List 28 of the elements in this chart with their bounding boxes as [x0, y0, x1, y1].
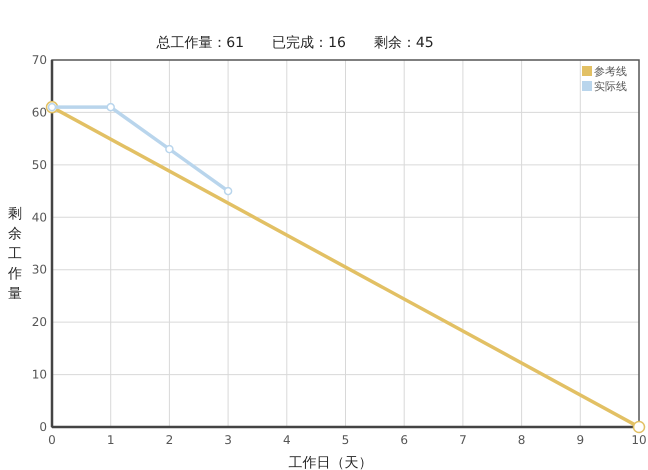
x-tick-label: 0 [48, 433, 56, 447]
y-axis-title: 剩余工作量 [7, 206, 22, 302]
y-tick-label: 50 [32, 158, 47, 172]
x-tick-label: 9 [576, 433, 584, 447]
y-tick-label: 60 [32, 105, 47, 120]
x-tick-label: 10 [631, 433, 647, 447]
point [165, 144, 174, 154]
chart-title: 总工作量：61 已完成：16 剩余：45 [155, 35, 434, 51]
x-tick-label: 8 [518, 433, 526, 447]
x-axis-title: 工作日（天） [288, 455, 372, 470]
y-tick-label: 20 [32, 315, 47, 330]
x-tick-label: 6 [400, 433, 408, 447]
y-tick-label: 40 [32, 210, 47, 224]
y-tick-label: 70 [32, 53, 47, 67]
x-tick-label: 2 [166, 433, 174, 447]
y-tick-label: 10 [32, 368, 47, 382]
x-tick-label: 3 [224, 433, 232, 447]
legend-label: 参考线 [594, 65, 627, 78]
legend-label: 实际线 [594, 80, 627, 93]
x-tick-label: 5 [342, 433, 350, 447]
y-tick-label: 30 [32, 262, 47, 277]
x-tick-label: 1 [106, 433, 115, 447]
y-tick-label: 0 [39, 420, 47, 434]
point [632, 420, 646, 434]
point [106, 102, 115, 112]
point [224, 186, 232, 196]
x-tick-label: 7 [459, 433, 467, 447]
x-tick-label: 4 [282, 433, 291, 447]
